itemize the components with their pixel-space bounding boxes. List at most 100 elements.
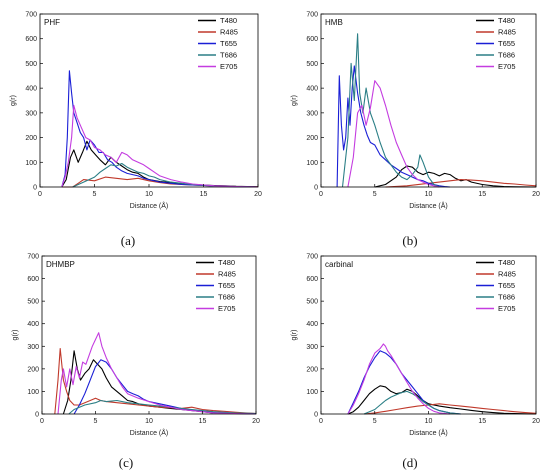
y-tick-label: 200 [306, 135, 318, 142]
y-tick-label: 400 [27, 321, 39, 328]
y-tick-label: 400 [306, 321, 318, 328]
series-line-e705 [61, 104, 259, 188]
plot-frame [41, 255, 257, 415]
series-line-t686 [68, 399, 257, 415]
legend: T480 R485 T655 T686 E705 [196, 258, 236, 313]
x-tick-label: 5 [373, 191, 377, 198]
series-line-t686 [363, 390, 461, 415]
legend-label-r485: R485 [220, 28, 238, 37]
x-tick-label: 0 [319, 191, 323, 198]
panel-caption: (c) [119, 455, 133, 470]
y-tick-label: 100 [306, 160, 318, 167]
y-tick-label: 0 [314, 412, 318, 419]
legend-label-t655: T655 [498, 39, 515, 48]
x-tick-label: 10 [145, 418, 153, 425]
legend-label-e705: E705 [220, 62, 238, 71]
y-tick-label: 300 [27, 344, 39, 351]
y-tick-label: 0 [33, 185, 37, 192]
x-tick-label: 15 [478, 418, 486, 425]
legend-label-t686: T686 [498, 51, 515, 60]
series-line-t686 [72, 162, 259, 188]
y-tick-label: 500 [27, 299, 39, 306]
chart-title: HMB [325, 18, 343, 27]
x-tick-label: 5 [373, 418, 377, 425]
y-tick-label: 500 [306, 61, 318, 68]
y-tick-label: 400 [306, 86, 318, 93]
x-tick-label: 0 [319, 418, 323, 425]
series-line-t686 [341, 33, 440, 188]
legend-label-t655: T655 [220, 39, 237, 48]
y-tick-label: 600 [306, 276, 318, 283]
legend: T480 R485 T655 T686 E705 [198, 16, 238, 71]
y-tick-label: 300 [306, 344, 318, 351]
legend-label-t480: T480 [498, 258, 515, 267]
y-tick-label: 100 [27, 389, 39, 396]
series-line-e705 [57, 332, 257, 415]
legend-label-t686: T686 [218, 293, 235, 302]
x-tick-label: 10 [425, 418, 433, 425]
y-axis-label: g(r) [12, 330, 19, 341]
legend-label-r485: R485 [498, 28, 516, 37]
y-tick-label: 200 [25, 135, 37, 142]
x-tick-label: 0 [38, 191, 42, 198]
legend: T480 R485 T655 T686 E705 [476, 16, 516, 71]
series-line-t480 [374, 165, 537, 188]
x-tick-label: 15 [200, 191, 208, 198]
y-tick-label: 0 [314, 185, 318, 192]
legend-label-t480: T480 [220, 16, 237, 25]
y-axis-label: g(r) [291, 330, 298, 341]
y-tick-label: 700 [306, 12, 318, 19]
chart-title: PHF [44, 18, 60, 27]
y-tick-label: 0 [35, 412, 39, 419]
chart-title: DHMBP [46, 260, 75, 269]
x-axis-label: Distance (Å) [130, 201, 169, 210]
panel-caption: (d) [402, 455, 417, 470]
y-tick-label: 700 [306, 254, 318, 261]
x-tick-label: 5 [93, 191, 97, 198]
series-line-r485 [363, 403, 537, 415]
y-tick-label: 600 [25, 36, 37, 43]
legend-label-r485: R485 [218, 270, 236, 279]
y-tick-label: 100 [306, 389, 318, 396]
legend-label-t480: T480 [218, 258, 235, 267]
y-tick-label: 700 [27, 254, 39, 261]
legend-label-e705: E705 [218, 304, 236, 313]
series-line-e705 [347, 343, 451, 415]
legend-label-t480: T480 [498, 16, 515, 25]
y-tick-label: 500 [25, 61, 37, 68]
x-tick-label: 15 [199, 418, 207, 425]
x-tick-label: 20 [254, 191, 262, 198]
x-axis-label: Distance (Å) [130, 428, 169, 437]
x-tick-label: 15 [478, 191, 486, 198]
series-line-r485 [385, 179, 537, 188]
y-axis-label: g(r) [291, 95, 298, 106]
x-tick-label: 20 [532, 191, 540, 198]
series-line-t655 [336, 65, 451, 188]
y-tick-label: 700 [25, 12, 37, 19]
plot-frame [320, 255, 537, 415]
legend-label-t686: T686 [498, 293, 515, 302]
y-tick-label: 300 [25, 110, 37, 117]
y-axis-label: g(r) [10, 95, 17, 106]
panel-caption: (a) [121, 233, 135, 248]
x-tick-label: 20 [252, 418, 260, 425]
y-tick-label: 600 [306, 36, 318, 43]
y-tick-label: 200 [306, 366, 318, 373]
x-tick-label: 5 [94, 418, 98, 425]
x-tick-label: 20 [532, 418, 540, 425]
y-tick-label: 200 [27, 366, 39, 373]
x-tick-label: 10 [145, 191, 153, 198]
y-tick-label: 100 [25, 160, 37, 167]
y-tick-label: 600 [27, 276, 39, 283]
series-line-e705 [347, 80, 440, 188]
legend: T480 R485 T655 T686 E705 [476, 258, 516, 313]
series-line-t655 [61, 70, 259, 188]
x-tick-label: 0 [40, 418, 44, 425]
legend-label-r485: R485 [498, 270, 516, 279]
legend-label-t686: T686 [220, 51, 237, 60]
